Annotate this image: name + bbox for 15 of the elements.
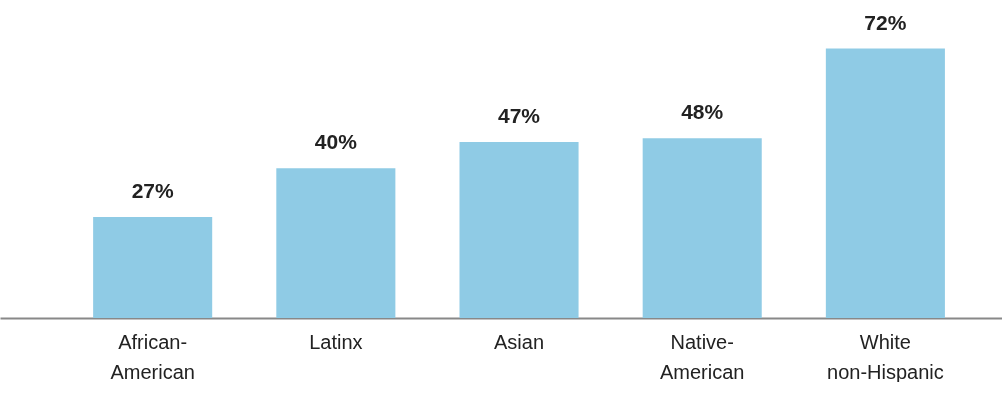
data-label: 48% (681, 100, 724, 124)
x-tick-label: African-American (110, 330, 195, 383)
x-tick-label: Latinx (309, 330, 363, 353)
bar (642, 138, 762, 318)
data-label: 40% (314, 130, 358, 154)
data-label: 72% (864, 10, 907, 34)
x-tick-label: Native-American (659, 330, 745, 383)
x-tick-label: Asian (494, 330, 545, 353)
bar (825, 48, 945, 318)
data-label: 27% (131, 178, 175, 202)
data-label: 47% (498, 104, 541, 128)
x-tick-label: White non-Hispanic (827, 330, 944, 383)
bar (93, 216, 213, 318)
bar (459, 142, 579, 318)
bar (276, 168, 396, 318)
